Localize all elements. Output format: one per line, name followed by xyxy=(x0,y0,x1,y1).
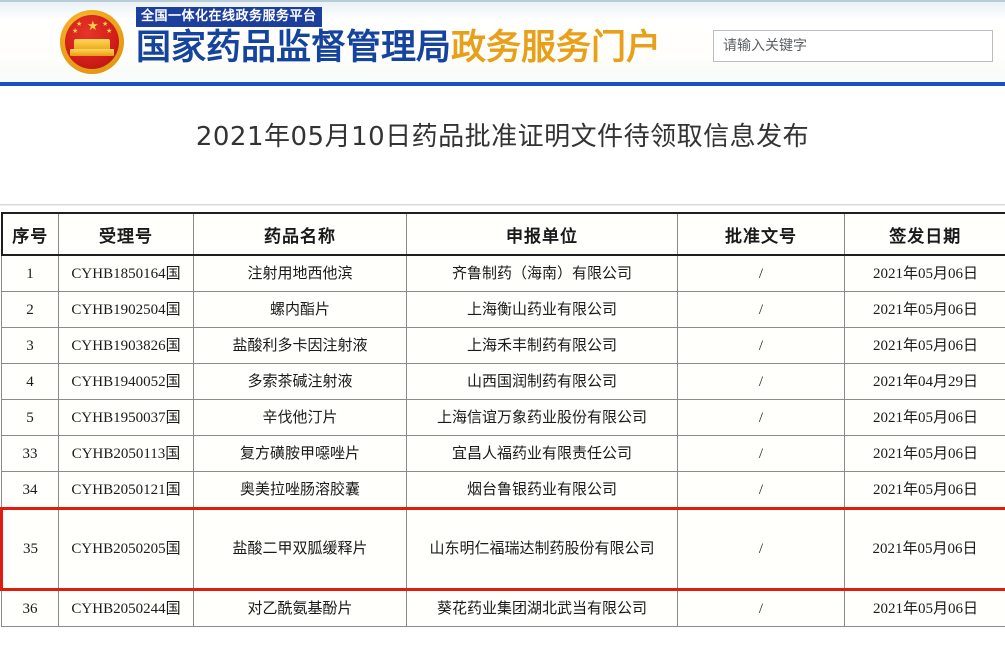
column-header-approval-no: 批准文号 xyxy=(677,212,845,256)
cell-applicant: 葵花药业集团湖北武当有限公司 xyxy=(406,589,678,627)
table-area: 序号 受理号 药品名称 申报单位 批准文号 签发日期 1 CYHB1850164国… xyxy=(0,212,1005,627)
cell-approval-no: / xyxy=(677,471,845,509)
cell-seq: 5 xyxy=(1,399,59,436)
approval-documents-table: 序号 受理号 药品名称 申报单位 批准文号 签发日期 1 CYHB1850164国… xyxy=(0,212,1005,627)
cell-issue-date: 2021年05月06日 xyxy=(844,589,1005,627)
cell-seq: 35 xyxy=(0,507,59,591)
cell-seq: 34 xyxy=(1,471,59,509)
cell-seq: 1 xyxy=(1,254,59,292)
table-row: 33 CYHB2050113国 复方磺胺甲噁唑片 宜昌人福药业有限责任公司/2021年… xyxy=(1,435,1005,472)
table-row: 36 CYHB2050244国 对乙酰氨基酚片 葵花药业集团湖北武当有限公司/2021… xyxy=(1,589,1005,627)
cell-applicant: 烟台鲁银药业有限公司 xyxy=(406,471,678,509)
column-header-accept-no: 受理号 xyxy=(58,212,194,256)
header-blue-rule xyxy=(0,82,1005,86)
title-area: 2021年05月10日药品批准证明文件待领取信息发布 xyxy=(0,86,1005,213)
title-divider xyxy=(0,204,1005,206)
cell-accept-no: CYHB2050121国 xyxy=(58,471,194,509)
cell-drug-name: 复方磺胺甲噁唑片 xyxy=(193,435,407,472)
table-header: 序号 受理号 药品名称 申报单位 批准文号 签发日期 xyxy=(0,212,1005,256)
cell-seq: 36 xyxy=(1,589,59,627)
table-row: 2 CYHB1902504国 螺内酯片 上海衡山药业有限公司/2021年05月06日 xyxy=(1,291,1005,328)
brand-text: 全国一体化在线政务服务平台 国家药品监督管理局政务服务门户 xyxy=(136,4,661,68)
cell-seq: 3 xyxy=(1,327,59,364)
cell-accept-no: CYHB1940052国 xyxy=(58,363,194,400)
column-header-issue-date: 签发日期 xyxy=(844,212,1005,256)
table-row: 3 CYHB1903826国 盐酸利多卡因注射液 上海禾丰制药有限公司/2021年05… xyxy=(1,327,1005,364)
table-row: 4 CYHB1940052国 多索茶碱注射液 山西国润制药有限公司/2021年04月2… xyxy=(1,363,1005,400)
cell-approval-no: / xyxy=(677,589,845,627)
national-emblem-icon: ★ ★ ★ ★ ★ xyxy=(58,8,126,76)
cell-issue-date: 2021年05月06日 xyxy=(844,399,1005,436)
column-header-drug-name: 药品名称 xyxy=(193,212,407,256)
page-title-brand: 国家药品监督管理局政务服务门户 xyxy=(136,28,661,68)
cell-applicant: 山东明仁福瑞达制药股份有限公司 xyxy=(406,507,678,591)
cell-issue-date: 2021年05月06日 xyxy=(844,507,1005,591)
cell-approval-no: / xyxy=(677,327,845,364)
brand: ★ ★ ★ ★ ★ 全国一体化在线政务服务平台 国家药品监督管理局政务服务门户 xyxy=(58,4,661,76)
cell-drug-name: 注射用地西他滨 xyxy=(193,254,407,292)
cell-applicant: 齐鲁制药（海南）有限公司 xyxy=(406,254,678,292)
cell-approval-no: / xyxy=(677,291,845,328)
site-header: ★ ★ ★ ★ ★ 全国一体化在线政务服务平台 国家药品监督管理局政务服务门户 xyxy=(0,0,1005,86)
cell-seq: 2 xyxy=(1,291,59,328)
column-header-applicant: 申报单位 xyxy=(406,212,678,256)
table-row: 35 CYHB2050205国 盐酸二甲双胍缓释片 山东明仁福瑞达制药股份有限公司/2… xyxy=(0,507,1005,591)
cell-accept-no: CYHB1950037国 xyxy=(58,399,194,436)
cell-applicant: 上海衡山药业有限公司 xyxy=(406,291,678,328)
cell-issue-date: 2021年05月06日 xyxy=(844,291,1005,328)
cell-applicant: 山西国润制药有限公司 xyxy=(406,363,678,400)
cell-applicant: 上海禾丰制药有限公司 xyxy=(406,327,678,364)
cell-issue-date: 2021年05月06日 xyxy=(844,471,1005,509)
cell-drug-name: 辛伐他汀片 xyxy=(193,399,407,436)
platform-tagline-badge: 全国一体化在线政务服务平台 xyxy=(136,7,322,27)
cell-issue-date: 2021年05月06日 xyxy=(844,254,1005,292)
search-box[interactable] xyxy=(713,30,993,62)
brand-title-primary: 国家药品监督管理局 xyxy=(136,28,452,68)
table-body: 1 CYHB1850164国 注射用地西他滨 齐鲁制药（海南）有限公司/2021年05… xyxy=(0,254,1005,627)
table-header-row: 序号 受理号 药品名称 申报单位 批准文号 签发日期 xyxy=(0,212,1005,256)
table-row: 5 CYHB1950037国 辛伐他汀片 上海信谊万象药业股份有限公司/2021年05… xyxy=(1,399,1005,436)
cell-issue-date: 2021年05月06日 xyxy=(844,327,1005,364)
cell-applicant: 宜昌人福药业有限责任公司 xyxy=(406,435,678,472)
table-row: 1 CYHB1850164国 注射用地西他滨 齐鲁制药（海南）有限公司/2021年05… xyxy=(1,254,1005,292)
cell-accept-no: CYHB1850164国 xyxy=(58,254,194,292)
cell-accept-no: CYHB2050244国 xyxy=(58,589,194,627)
cell-drug-name: 螺内酯片 xyxy=(193,291,407,328)
cell-approval-no: / xyxy=(677,399,845,436)
cell-drug-name: 对乙酰氨基酚片 xyxy=(193,589,407,627)
cell-issue-date: 2021年04月29日 xyxy=(844,363,1005,400)
cell-drug-name: 多索茶碱注射液 xyxy=(193,363,407,400)
cell-accept-no: CYHB1902504国 xyxy=(58,291,194,328)
brand-title-secondary: 政务服务门户 xyxy=(451,28,662,68)
cell-approval-no: / xyxy=(677,254,845,292)
table-row: 34 CYHB2050121国 奥美拉唑肠溶胶囊 烟台鲁银药业有限公司/2021年05… xyxy=(1,471,1005,509)
cell-approval-no: / xyxy=(677,507,845,591)
cell-approval-no: / xyxy=(677,435,845,472)
cell-drug-name: 盐酸利多卡因注射液 xyxy=(193,327,407,364)
cell-seq: 4 xyxy=(1,363,59,400)
cell-drug-name: 奥美拉唑肠溶胶囊 xyxy=(193,471,407,509)
column-header-seq: 序号 xyxy=(0,212,59,256)
cell-seq: 33 xyxy=(1,435,59,472)
cell-accept-no: CYHB2050205国 xyxy=(58,507,194,591)
cell-accept-no: CYHB2050113国 xyxy=(58,435,194,472)
cell-applicant: 上海信谊万象药业股份有限公司 xyxy=(406,399,678,436)
cell-drug-name: 盐酸二甲双胍缓释片 xyxy=(193,507,407,591)
cell-accept-no: CYHB1903826国 xyxy=(58,327,194,364)
page-title: 2021年05月10日药品批准证明文件待领取信息发布 xyxy=(195,122,810,152)
cell-approval-no: / xyxy=(677,363,845,400)
cell-issue-date: 2021年05月06日 xyxy=(844,435,1005,472)
search-input[interactable] xyxy=(713,30,993,62)
